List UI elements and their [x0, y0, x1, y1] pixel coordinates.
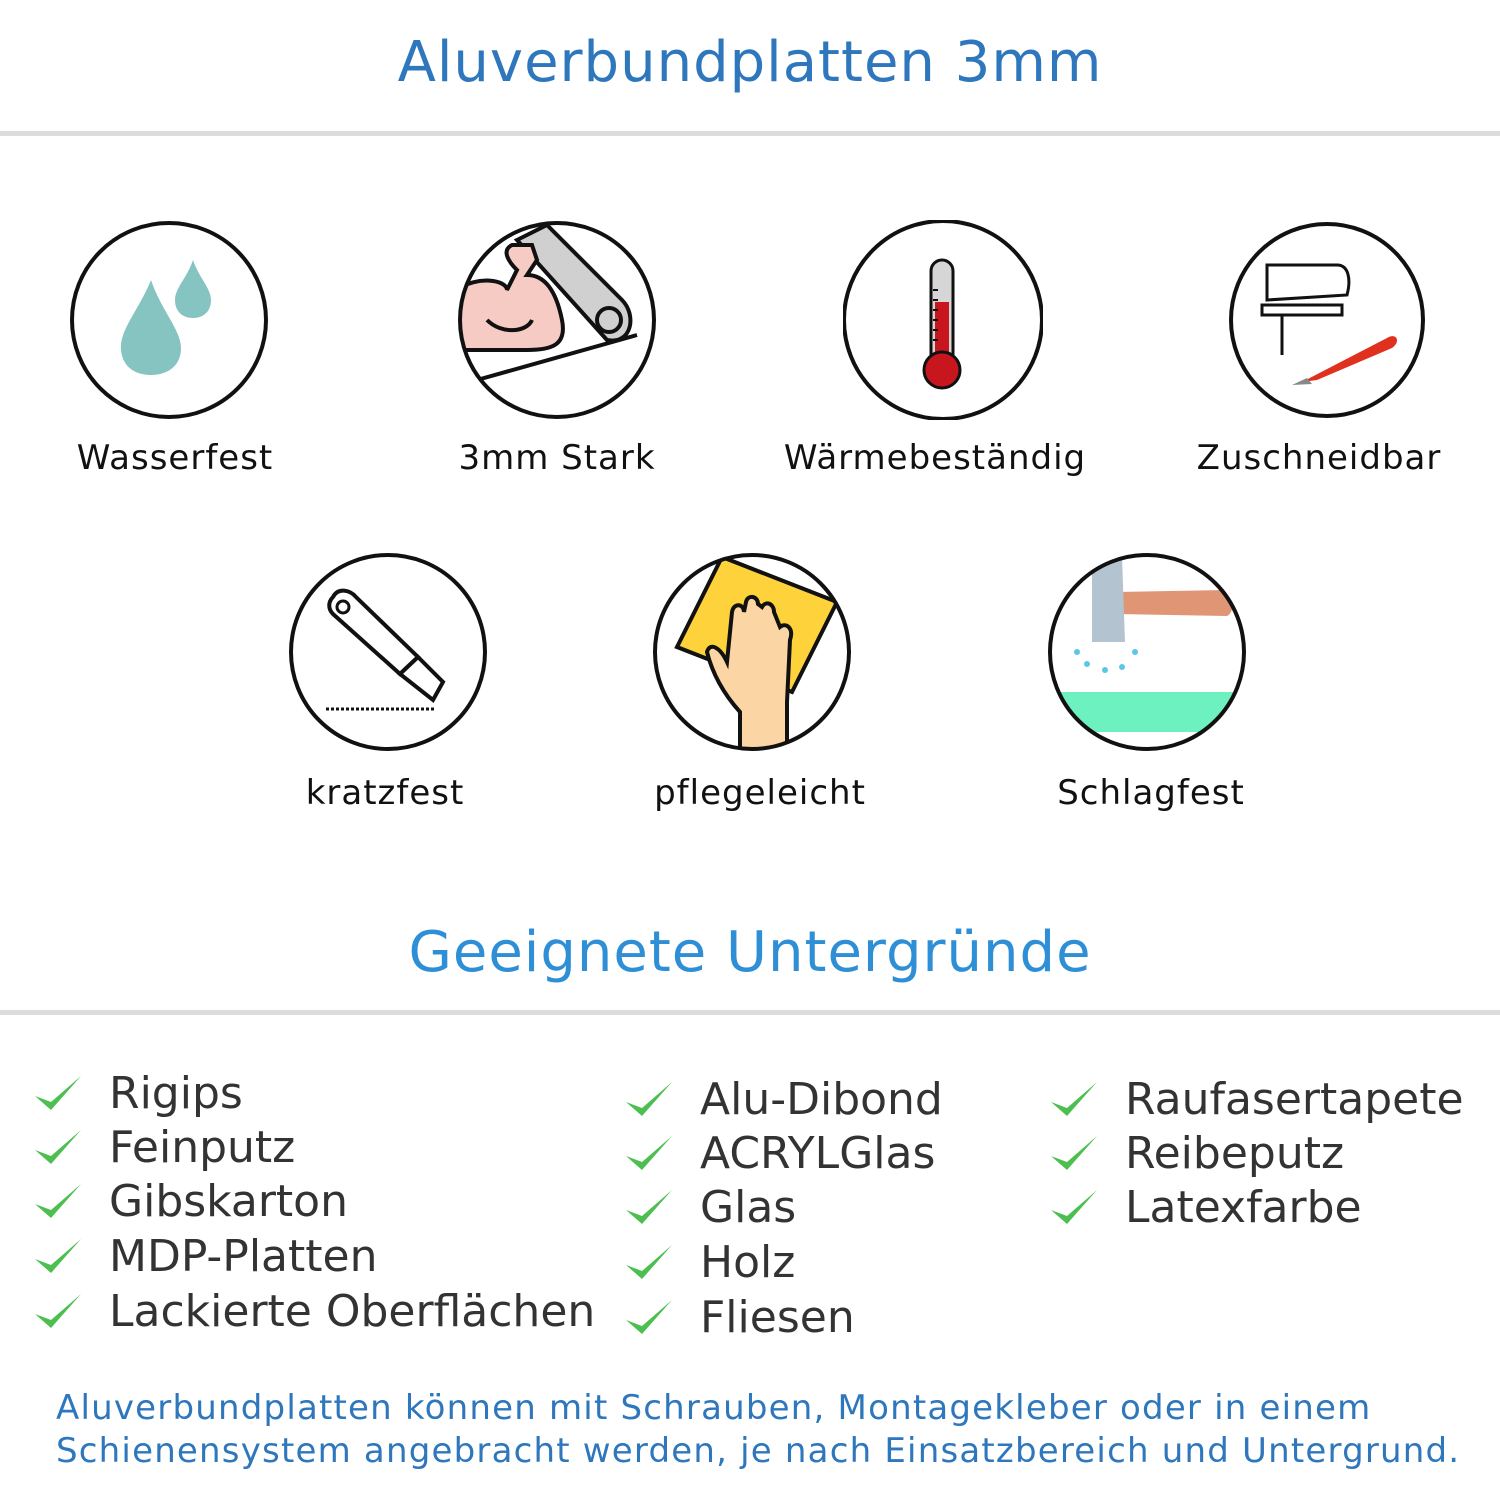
surface-item: Lackierte Oberflächen — [33, 1284, 595, 1338]
surface-item: Fliesen — [624, 1290, 855, 1344]
strong-arm-icon — [458, 221, 656, 419]
checkmark-icon — [626, 1082, 672, 1116]
checkmark-icon — [35, 1239, 81, 1273]
note-line: Aluverbundplatten können mit Schrauben, … — [56, 1388, 1372, 1428]
hammer-icon — [1048, 553, 1246, 751]
surface-item: Rigips — [33, 1066, 243, 1120]
divider — [0, 1010, 1500, 1015]
checkmark-icon — [35, 1076, 81, 1110]
page-title: Aluverbundplatten 3mm — [397, 30, 1103, 95]
surface-item: Holz — [624, 1235, 795, 1289]
surface-label: MDP-Platten — [109, 1230, 378, 1282]
checkmark-icon — [626, 1136, 672, 1170]
surface-label: Glas — [700, 1181, 797, 1233]
jigsaw-icon — [1229, 222, 1425, 418]
surface-label: Feinputz — [109, 1121, 296, 1173]
feature-label: Schlagfest — [1057, 773, 1245, 813]
checkmark-icon — [1051, 1136, 1097, 1170]
checkmark-icon — [35, 1130, 81, 1164]
surface-item: Glas — [624, 1180, 796, 1234]
surface-item: Feinputz — [33, 1120, 295, 1174]
divider — [0, 131, 1500, 136]
note-line: Schienensystem angebracht werden, je nac… — [56, 1431, 1461, 1471]
surface-label: Alu-Dibond — [700, 1073, 943, 1125]
thermometer-icon — [843, 220, 1043, 420]
checkmark-icon — [35, 1184, 81, 1218]
surface-item: Latexfarbe — [1049, 1180, 1362, 1234]
checkmark-icon — [35, 1294, 81, 1328]
checkmark-icon — [626, 1245, 672, 1279]
surface-label: Lackierte Oberflächen — [109, 1285, 596, 1337]
feature-label: Wasserfest — [76, 438, 274, 478]
checkmark-icon — [1051, 1082, 1097, 1116]
checkmark-icon — [626, 1190, 672, 1224]
surface-item: MDP-Platten — [33, 1229, 377, 1283]
surface-item: Alu-Dibond — [624, 1072, 943, 1126]
surface-label: Latexfarbe — [1125, 1181, 1362, 1233]
feature-label: 3mm Stark — [458, 438, 656, 478]
surface-item: Reibeputz — [1049, 1126, 1344, 1180]
surface-label: Holz — [700, 1236, 796, 1288]
surface-label: Reibeputz — [1125, 1127, 1345, 1179]
feature-label: Zuschneidbar — [1196, 438, 1442, 478]
surfaces-title: Geeignete Untergründe — [408, 920, 1092, 985]
water-drops-icon — [70, 221, 268, 419]
surface-label: Rigips — [109, 1067, 243, 1119]
cleaning-hand-icon — [653, 553, 851, 751]
surface-item: ACRYLGlas — [624, 1126, 935, 1180]
surface-label: Gibskarton — [109, 1175, 348, 1227]
checkmark-icon — [1051, 1190, 1097, 1224]
surface-item: Gibskarton — [33, 1174, 348, 1228]
surface-label: Fliesen — [700, 1291, 855, 1343]
feature-label: Wärmebeständig — [783, 438, 1087, 478]
surface-label: Raufasertapete — [1125, 1073, 1464, 1125]
surface-item: Raufasertapete — [1049, 1072, 1464, 1126]
surface-label: ACRYLGlas — [700, 1127, 936, 1179]
cutter-knife-icon — [289, 553, 487, 751]
feature-label: pflegeleicht — [654, 773, 866, 813]
checkmark-icon — [626, 1300, 672, 1334]
feature-label: kratzfest — [305, 773, 465, 813]
